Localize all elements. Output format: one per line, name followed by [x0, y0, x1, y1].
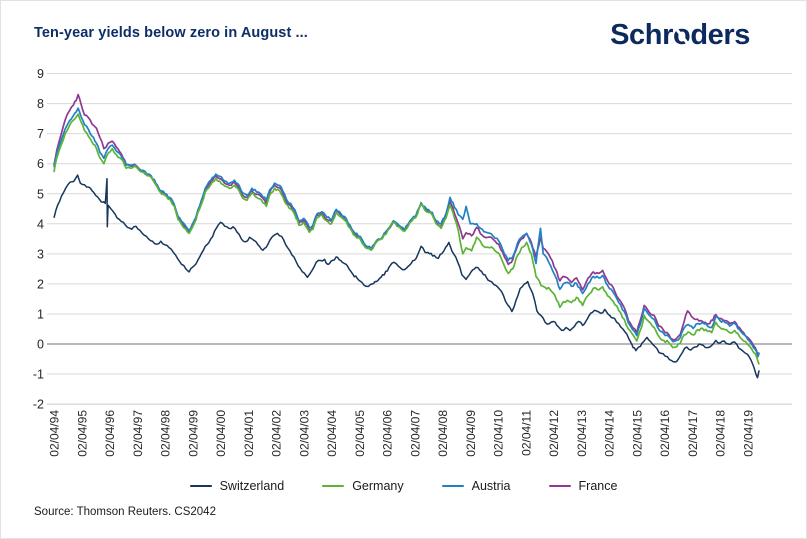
logo-letter: r [662, 19, 673, 51]
x-tick-label: 02/04/08 [436, 410, 450, 457]
legend-label: Switzerland [219, 479, 285, 493]
chart-legend: Switzerland Germany Austria France [1, 479, 806, 493]
x-tick-label: 02/04/17 [686, 410, 700, 457]
legend-item-austria: Austria [441, 479, 511, 493]
y-tick-label: 4 [37, 217, 44, 231]
y-tick-label: -2 [33, 398, 44, 412]
x-tick-label: 02/04/95 [75, 410, 89, 457]
legend-item-germany: Germany [322, 479, 404, 493]
x-tick-label: 02/04/07 [408, 410, 422, 457]
legend-line-swatch [189, 484, 212, 488]
x-tick-label: 02/04/98 [159, 410, 173, 457]
x-tick-label: 02/04/00 [214, 410, 228, 457]
x-tick-label: 02/04/18 [714, 410, 728, 457]
chart-title: Ten-year yields below zero in August ... [34, 25, 308, 41]
x-tick-label: 02/04/03 [297, 410, 311, 457]
y-tick-label: 6 [37, 157, 44, 171]
x-tick-label: 02/04/16 [658, 410, 672, 457]
y-tick-label: 7 [37, 127, 44, 141]
x-tick-label: 02/04/06 [381, 410, 395, 457]
x-tick-label: 02/04/13 [575, 410, 589, 457]
y-tick-label: -1 [33, 368, 44, 382]
logo-letter: S [610, 19, 630, 51]
x-tick-label: 02/04/04 [325, 410, 339, 457]
x-tick-label: 02/04/01 [242, 410, 256, 457]
x-tick-label: 02/04/15 [630, 410, 644, 457]
x-tick-label: 02/04/19 [741, 410, 755, 457]
x-tick-label: 02/04/99 [186, 410, 200, 457]
logo-letter: s [734, 19, 750, 51]
x-tick-label: 02/04/97 [131, 410, 145, 457]
x-tick-label: 02/04/05 [353, 410, 367, 457]
legend-line-swatch [441, 484, 464, 488]
logo-letter: o [672, 19, 691, 51]
y-tick-label: 3 [37, 247, 44, 261]
legend-label: Austria [471, 479, 511, 493]
x-tick-label: 02/04/02 [270, 410, 284, 457]
logo-letter: d [690, 19, 708, 51]
legend-label: France [578, 479, 618, 493]
x-tick-label: 02/04/94 [48, 410, 62, 457]
y-tick-label: 1 [37, 307, 44, 321]
legend-item-france: France [548, 479, 618, 493]
logo-letter: e [707, 19, 724, 51]
schroders-logo: Schroders [610, 19, 750, 52]
legend-label: Germany [352, 479, 404, 493]
x-tick-label: 02/04/96 [103, 410, 117, 457]
x-tick-label: 02/04/14 [603, 410, 617, 457]
logo-letter: c [629, 19, 645, 51]
logo-letter: h [644, 19, 663, 51]
y-tick-label: 0 [37, 338, 44, 352]
y-tick-label: 5 [37, 187, 44, 201]
y-tick-label: 9 [37, 67, 44, 81]
x-tick-label: 02/04/09 [464, 410, 478, 457]
legend-line-swatch [548, 484, 571, 488]
x-tick-label: 02/04/11 [519, 410, 533, 456]
x-tick-label: 02/04/10 [492, 410, 506, 457]
series-line-switzerland [53, 174, 760, 379]
x-tick-label: 02/04/12 [547, 410, 561, 457]
logo-letter: r [723, 19, 735, 51]
series-line-austria [53, 107, 760, 358]
series-line-germany [53, 113, 760, 365]
source-note: Source: Thomson Reuters. CS2042 [34, 506, 216, 518]
legend-item-switzerland: Switzerland [189, 479, 285, 493]
y-tick-label: 8 [37, 97, 44, 111]
y-tick-label: 2 [37, 277, 44, 291]
legend-line-swatch [322, 484, 345, 488]
